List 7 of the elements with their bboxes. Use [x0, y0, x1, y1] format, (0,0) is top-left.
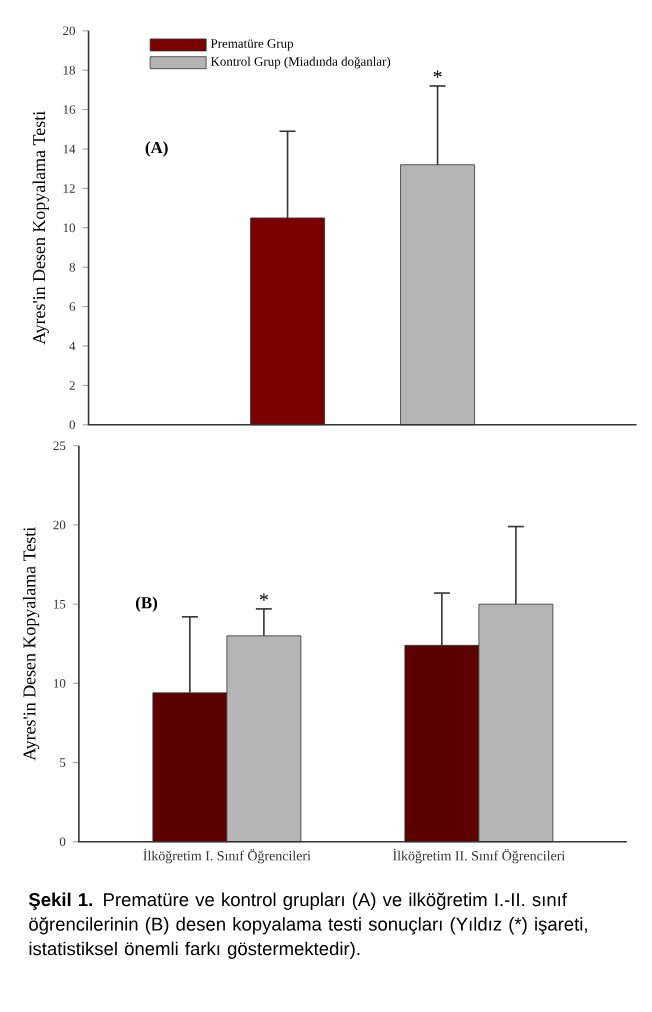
text: Şekil 1. Prematüre ve kontrol grupları (A) ve ilköğretim I.-II. sınıf öğrencilerinin (B) desen kopyalama testi sonuçları (Yıldız (*) işareti, istatistiksel önemli farkı göstermektedir).	[28, 892, 587, 959]
y-axis-title: Ayres'in Desen Kopyalama Testi	[22, 527, 40, 761]
annotation: *	[433, 70, 442, 78]
annotation: *	[259, 593, 268, 601]
y-axis-title: Ayres'in Desen Kopyalama Testi	[32, 111, 49, 345]
annotation: (A)	[145, 141, 168, 157]
annotation: (B)	[135, 596, 158, 612]
